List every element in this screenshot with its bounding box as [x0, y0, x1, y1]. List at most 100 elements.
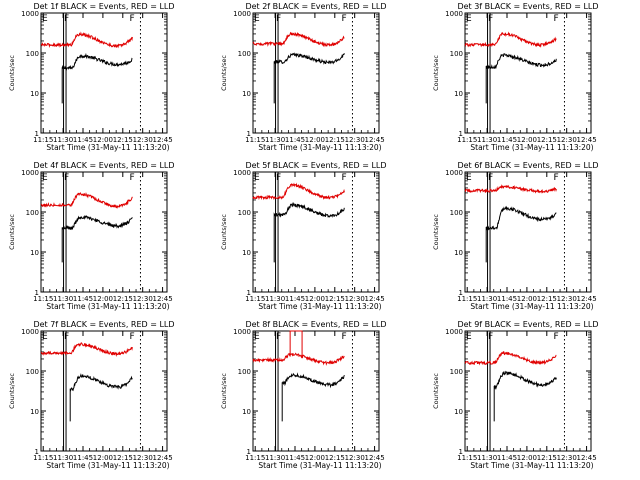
x-tick-label: 11:30 — [477, 136, 497, 144]
y-tick-label: 1 — [247, 130, 251, 138]
y-axis-label: Counts/sec — [8, 373, 16, 409]
x-tick-label: 12:30 — [133, 454, 153, 462]
lld-series — [41, 31, 133, 49]
y-tick-label: 1000 — [233, 169, 251, 177]
chart-panel-7: Det 7f BLACK = Events, RED = LLD Counts/s… — [8, 320, 175, 470]
x-tick-label: 12:00 — [93, 295, 113, 303]
y-tick-label: 1 — [35, 130, 39, 138]
x-tick-label: 12:15 — [325, 454, 345, 462]
x-axis-label: Start Time (31-May-11 11:13:20) — [46, 461, 169, 470]
x-tick-label: 12:45 — [152, 454, 172, 462]
y-tick-label: 10 — [30, 90, 39, 98]
x-tick-label: 12:45 — [576, 136, 596, 144]
chart-title: Det 3f BLACK = Events, RED = LLD — [457, 2, 598, 11]
x-tick-label: 12:45 — [152, 136, 172, 144]
x-tick-label: 11:45 — [285, 454, 305, 462]
x-tick-label: 11:30 — [53, 295, 73, 303]
x-tick-label: 11:30 — [53, 454, 73, 462]
chart-panel-5: Det 5f BLACK = Events, RED = LLD Counts/s… — [220, 161, 387, 311]
y-axis-label: Counts/sec — [8, 55, 16, 91]
y-tick-label: 1 — [247, 289, 251, 297]
y-tick-label: 1000 — [445, 328, 463, 336]
chart-panel-4: Det 4f BLACK = Events, RED = LLD Counts/s… — [8, 161, 175, 311]
plot-frame — [40, 12, 168, 134]
lld-series — [252, 31, 345, 48]
y-tick-label: 100 — [26, 50, 39, 58]
x-tick-label: 12:00 — [305, 136, 325, 144]
x-axis-label: Start Time (31-May-11 11:13:20) — [470, 461, 593, 470]
x-axis-label: Start Time (31-May-11 11:13:20) — [258, 461, 381, 470]
plot-frame — [464, 12, 592, 134]
flag-label-e: E — [254, 173, 260, 183]
x-tick-label: 11:45 — [497, 136, 517, 144]
y-tick-label: 100 — [450, 209, 463, 217]
x-tick-label: 12:00 — [305, 454, 325, 462]
x-tick-label: 12:15 — [537, 136, 557, 144]
flag-label: F — [488, 14, 493, 24]
x-tick-label: 12:45 — [576, 454, 596, 462]
y-axis-label: Counts/sec — [220, 214, 228, 250]
x-tick-label: 11:30 — [477, 454, 497, 462]
x-axis-label: Start Time (31-May-11 11:13:20) — [258, 143, 381, 152]
x-axis-label: Start Time (31-May-11 11:13:20) — [470, 143, 593, 152]
flag-label: F — [553, 173, 558, 183]
flag-label: F — [276, 173, 281, 183]
x-tick-label: 12:00 — [517, 454, 537, 462]
x-axis-label: Start Time (31-May-11 11:13:20) — [46, 143, 169, 152]
x-tick-label: 11:30 — [477, 295, 497, 303]
y-tick-label: 1 — [459, 130, 463, 138]
lld-series — [464, 184, 557, 194]
plot-frame — [252, 12, 380, 134]
flag-label-e: E — [254, 14, 260, 24]
y-tick-label: 10 — [30, 249, 39, 257]
flag-label: F — [64, 14, 69, 24]
events-series — [273, 202, 345, 263]
x-tick-label: 11:45 — [73, 136, 93, 144]
x-tick-label: 11:45 — [285, 295, 305, 303]
chart-panel-9: Det 9f BLACK = Events, RED = LLD Counts/s… — [432, 320, 599, 470]
x-tick-label: 11:45 — [497, 295, 517, 303]
y-tick-label: 10 — [242, 408, 251, 416]
plot-frame — [252, 171, 380, 293]
x-tick-label: 11:30 — [265, 454, 285, 462]
x-tick-label: 11:30 — [265, 136, 285, 144]
flag-label: F — [64, 332, 69, 342]
y-tick-label: 100 — [450, 368, 463, 376]
lld-spike — [289, 330, 303, 359]
x-tick-label: 11:15 — [457, 295, 477, 303]
events-series — [273, 52, 345, 104]
y-tick-label: 1000 — [21, 10, 39, 18]
chart-title: Det 4f BLACK = Events, RED = LLD — [33, 161, 174, 170]
flag-label: F — [553, 332, 558, 342]
flag-label-e: E — [42, 173, 48, 183]
x-tick-label: 12:30 — [133, 136, 153, 144]
x-axis-label: Start Time (31-May-11 11:13:20) — [470, 302, 593, 311]
y-tick-label: 100 — [450, 50, 463, 58]
x-tick-label: 11:15 — [457, 454, 477, 462]
chart-panel-6: Det 6f BLACK = Events, RED = LLD Counts/s… — [432, 161, 599, 311]
chart-title: Det 6f BLACK = Events, RED = LLD — [457, 161, 598, 170]
y-tick-label: 10 — [242, 90, 251, 98]
chart-panel-8: Det 8f BLACK = Events, RED = LLD Counts/s… — [220, 320, 387, 470]
events-series — [281, 372, 345, 422]
x-tick-label: 12:30 — [345, 136, 365, 144]
x-tick-label: 12:45 — [364, 295, 384, 303]
x-tick-label: 12:45 — [364, 136, 384, 144]
x-tick-label: 12:15 — [113, 295, 133, 303]
y-tick-label: 1 — [459, 289, 463, 297]
y-tick-label: 10 — [242, 249, 251, 257]
y-axis-label: Counts/sec — [432, 55, 440, 91]
y-tick-label: 1000 — [21, 328, 39, 336]
y-tick-label: 1000 — [21, 169, 39, 177]
flag-label: F — [488, 332, 493, 342]
events-series — [69, 373, 133, 422]
lld-series — [464, 31, 557, 48]
x-tick-label: 11:15 — [245, 136, 265, 144]
x-tick-label: 11:45 — [497, 454, 517, 462]
chart-title: Det 5f BLACK = Events, RED = LLD — [245, 161, 386, 170]
x-tick-label: 12:00 — [93, 136, 113, 144]
y-tick-label: 1 — [247, 448, 251, 456]
chart-panel-3: Det 3f BLACK = Events, RED = LLD Counts/s… — [432, 2, 599, 152]
x-tick-label: 11:30 — [265, 295, 285, 303]
x-tick-label: 12:30 — [557, 454, 577, 462]
